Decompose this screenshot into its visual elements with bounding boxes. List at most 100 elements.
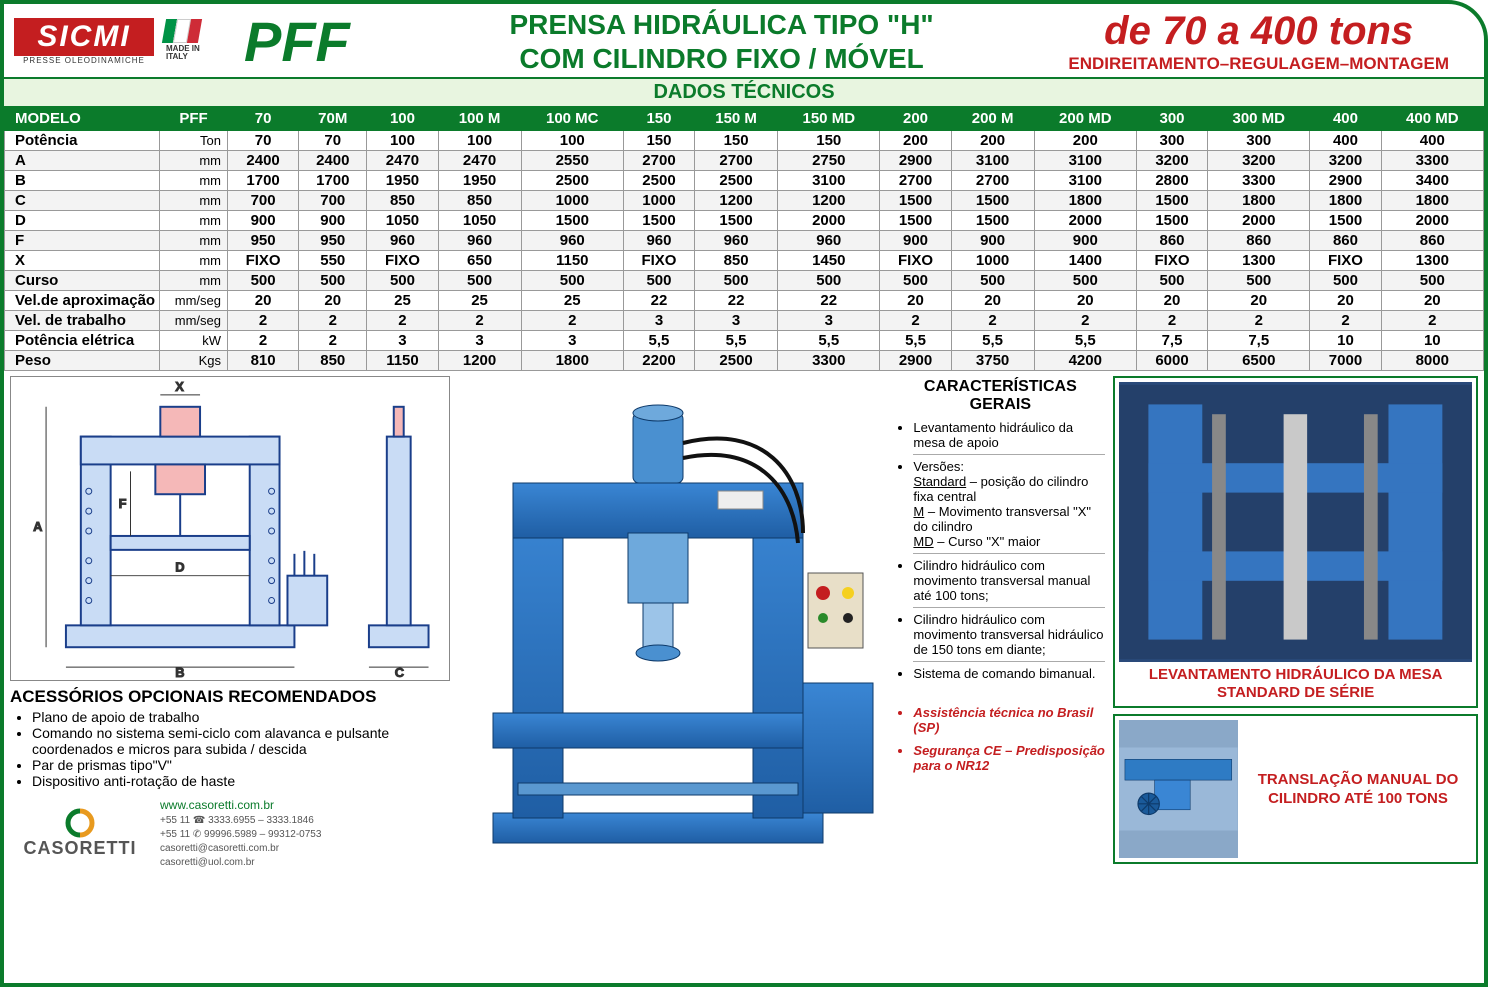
col-header: 400 [1310, 107, 1381, 131]
cell: 1500 [880, 211, 951, 231]
cell: FIXO [228, 251, 299, 271]
cell: 200 [880, 131, 951, 151]
cell: 2470 [438, 151, 521, 171]
cell: 3200 [1310, 151, 1381, 171]
list-item: Versões:Standard – posição do cilindro f… [913, 459, 1105, 554]
cell: 1500 [880, 191, 951, 211]
cell: 3100 [1034, 151, 1136, 171]
col-header: 100 M [438, 107, 521, 131]
svg-text:F: F [119, 496, 127, 511]
cell: 700 [228, 191, 299, 211]
dimension-diagram: A B C D F X [10, 376, 450, 681]
col-header: 200 M [951, 107, 1034, 131]
cell: 2 [367, 311, 438, 331]
cell: FIXO [367, 251, 438, 271]
row-unit: mm [160, 151, 228, 171]
cell: 2000 [778, 211, 880, 231]
row-label: B [5, 171, 160, 191]
right-column: LEVANTAMENTO HIDRÁULICO DA MESA STANDARD… [1113, 376, 1478, 870]
col-header: 100 [367, 107, 438, 131]
cell: 550 [299, 251, 367, 271]
cell: 1000 [623, 191, 694, 211]
cell: 500 [521, 271, 623, 291]
row-unit: Kgs [160, 351, 228, 371]
cell: 3400 [1381, 171, 1483, 191]
row-unit: mm/seg [160, 291, 228, 311]
cell: 20 [951, 291, 1034, 311]
cell: 3 [695, 311, 778, 331]
cell: 25 [367, 291, 438, 311]
cell: 5,5 [1034, 331, 1136, 351]
cell: 6000 [1136, 351, 1207, 371]
col-header: 150 MD [778, 107, 880, 131]
cell: 1800 [1034, 191, 1136, 211]
cell: 1500 [951, 191, 1034, 211]
cell: 20 [1208, 291, 1310, 311]
lifting-photo [1119, 382, 1472, 662]
cell: 810 [228, 351, 299, 371]
cell: 500 [367, 271, 438, 291]
cell: 3300 [778, 351, 880, 371]
cell: 100 [367, 131, 438, 151]
cell: 960 [438, 231, 521, 251]
cell: 2800 [1136, 171, 1207, 191]
cell: 200 [951, 131, 1034, 151]
col-header: 150 M [695, 107, 778, 131]
row-label: C [5, 191, 160, 211]
table-row: Fmm9509509609609609609609609009009008608… [5, 231, 1484, 251]
row-unit: mm [160, 211, 228, 231]
list-item: Comando no sistema semi-ciclo com alavan… [32, 725, 450, 757]
cell: 860 [1310, 231, 1381, 251]
row-label: Peso [5, 351, 160, 371]
cell: 850 [299, 351, 367, 371]
cell: 20 [1136, 291, 1207, 311]
row-unit: mm [160, 171, 228, 191]
row-unit: mm [160, 231, 228, 251]
cell: 2500 [695, 351, 778, 371]
datasheet-page: SICMI PRESSE OLEODINAMICHE MADE IN ITALY… [0, 0, 1488, 987]
cell: 100 [438, 131, 521, 151]
cell: 3200 [1208, 151, 1310, 171]
table-row: Vel. de trabalhomm/seg222223332222222 [5, 311, 1484, 331]
model-code: PFF [219, 9, 375, 74]
cell: 2750 [778, 151, 880, 171]
cell: 150 [778, 131, 880, 151]
cell: 2700 [695, 151, 778, 171]
cell: 3300 [1381, 151, 1483, 171]
cell: 3750 [951, 351, 1034, 371]
cell: 850 [367, 191, 438, 211]
col-header: 70 [228, 107, 299, 131]
contact-info: www.casoretti.com.br +55 11 ☎ 3333.6955 … [160, 797, 321, 870]
cell: 1500 [1136, 211, 1207, 231]
cell: 500 [695, 271, 778, 291]
table-row: Bmm1700170019501950250025002500310027002… [5, 171, 1484, 191]
cell: 500 [1034, 271, 1136, 291]
cell: 950 [228, 231, 299, 251]
cell: FIXO [1136, 251, 1207, 271]
cell: 6500 [1208, 351, 1310, 371]
svg-text:B: B [175, 665, 184, 680]
cell: 2550 [521, 151, 623, 171]
brand-logo: SICMI PRESSE OLEODINAMICHE [14, 18, 154, 65]
cell: 2 [1381, 311, 1483, 331]
cell: 500 [299, 271, 367, 291]
cell: 8000 [1381, 351, 1483, 371]
cell: 2000 [1381, 211, 1483, 231]
cell: FIXO [880, 251, 951, 271]
cell: 500 [1208, 271, 1310, 291]
cell: 960 [367, 231, 438, 251]
col-header: 400 MD [1381, 107, 1483, 131]
cell: 2000 [1208, 211, 1310, 231]
cell: 860 [1381, 231, 1483, 251]
row-label: Vel.de aproximação [5, 291, 160, 311]
table-title: DADOS TÉCNICOS [4, 77, 1484, 106]
list-item: Plano de apoio de trabalho [32, 709, 450, 725]
cell: 2 [1034, 311, 1136, 331]
cell: 3 [778, 311, 880, 331]
cell: 5,5 [623, 331, 694, 351]
cell: 860 [1208, 231, 1310, 251]
cell: 1200 [778, 191, 880, 211]
cell: 950 [299, 231, 367, 251]
svg-text:A: A [33, 519, 42, 534]
photo2-caption: TRANSLAÇÃO MANUAL DO CILINDRO ATÉ 100 TO… [1244, 720, 1472, 858]
